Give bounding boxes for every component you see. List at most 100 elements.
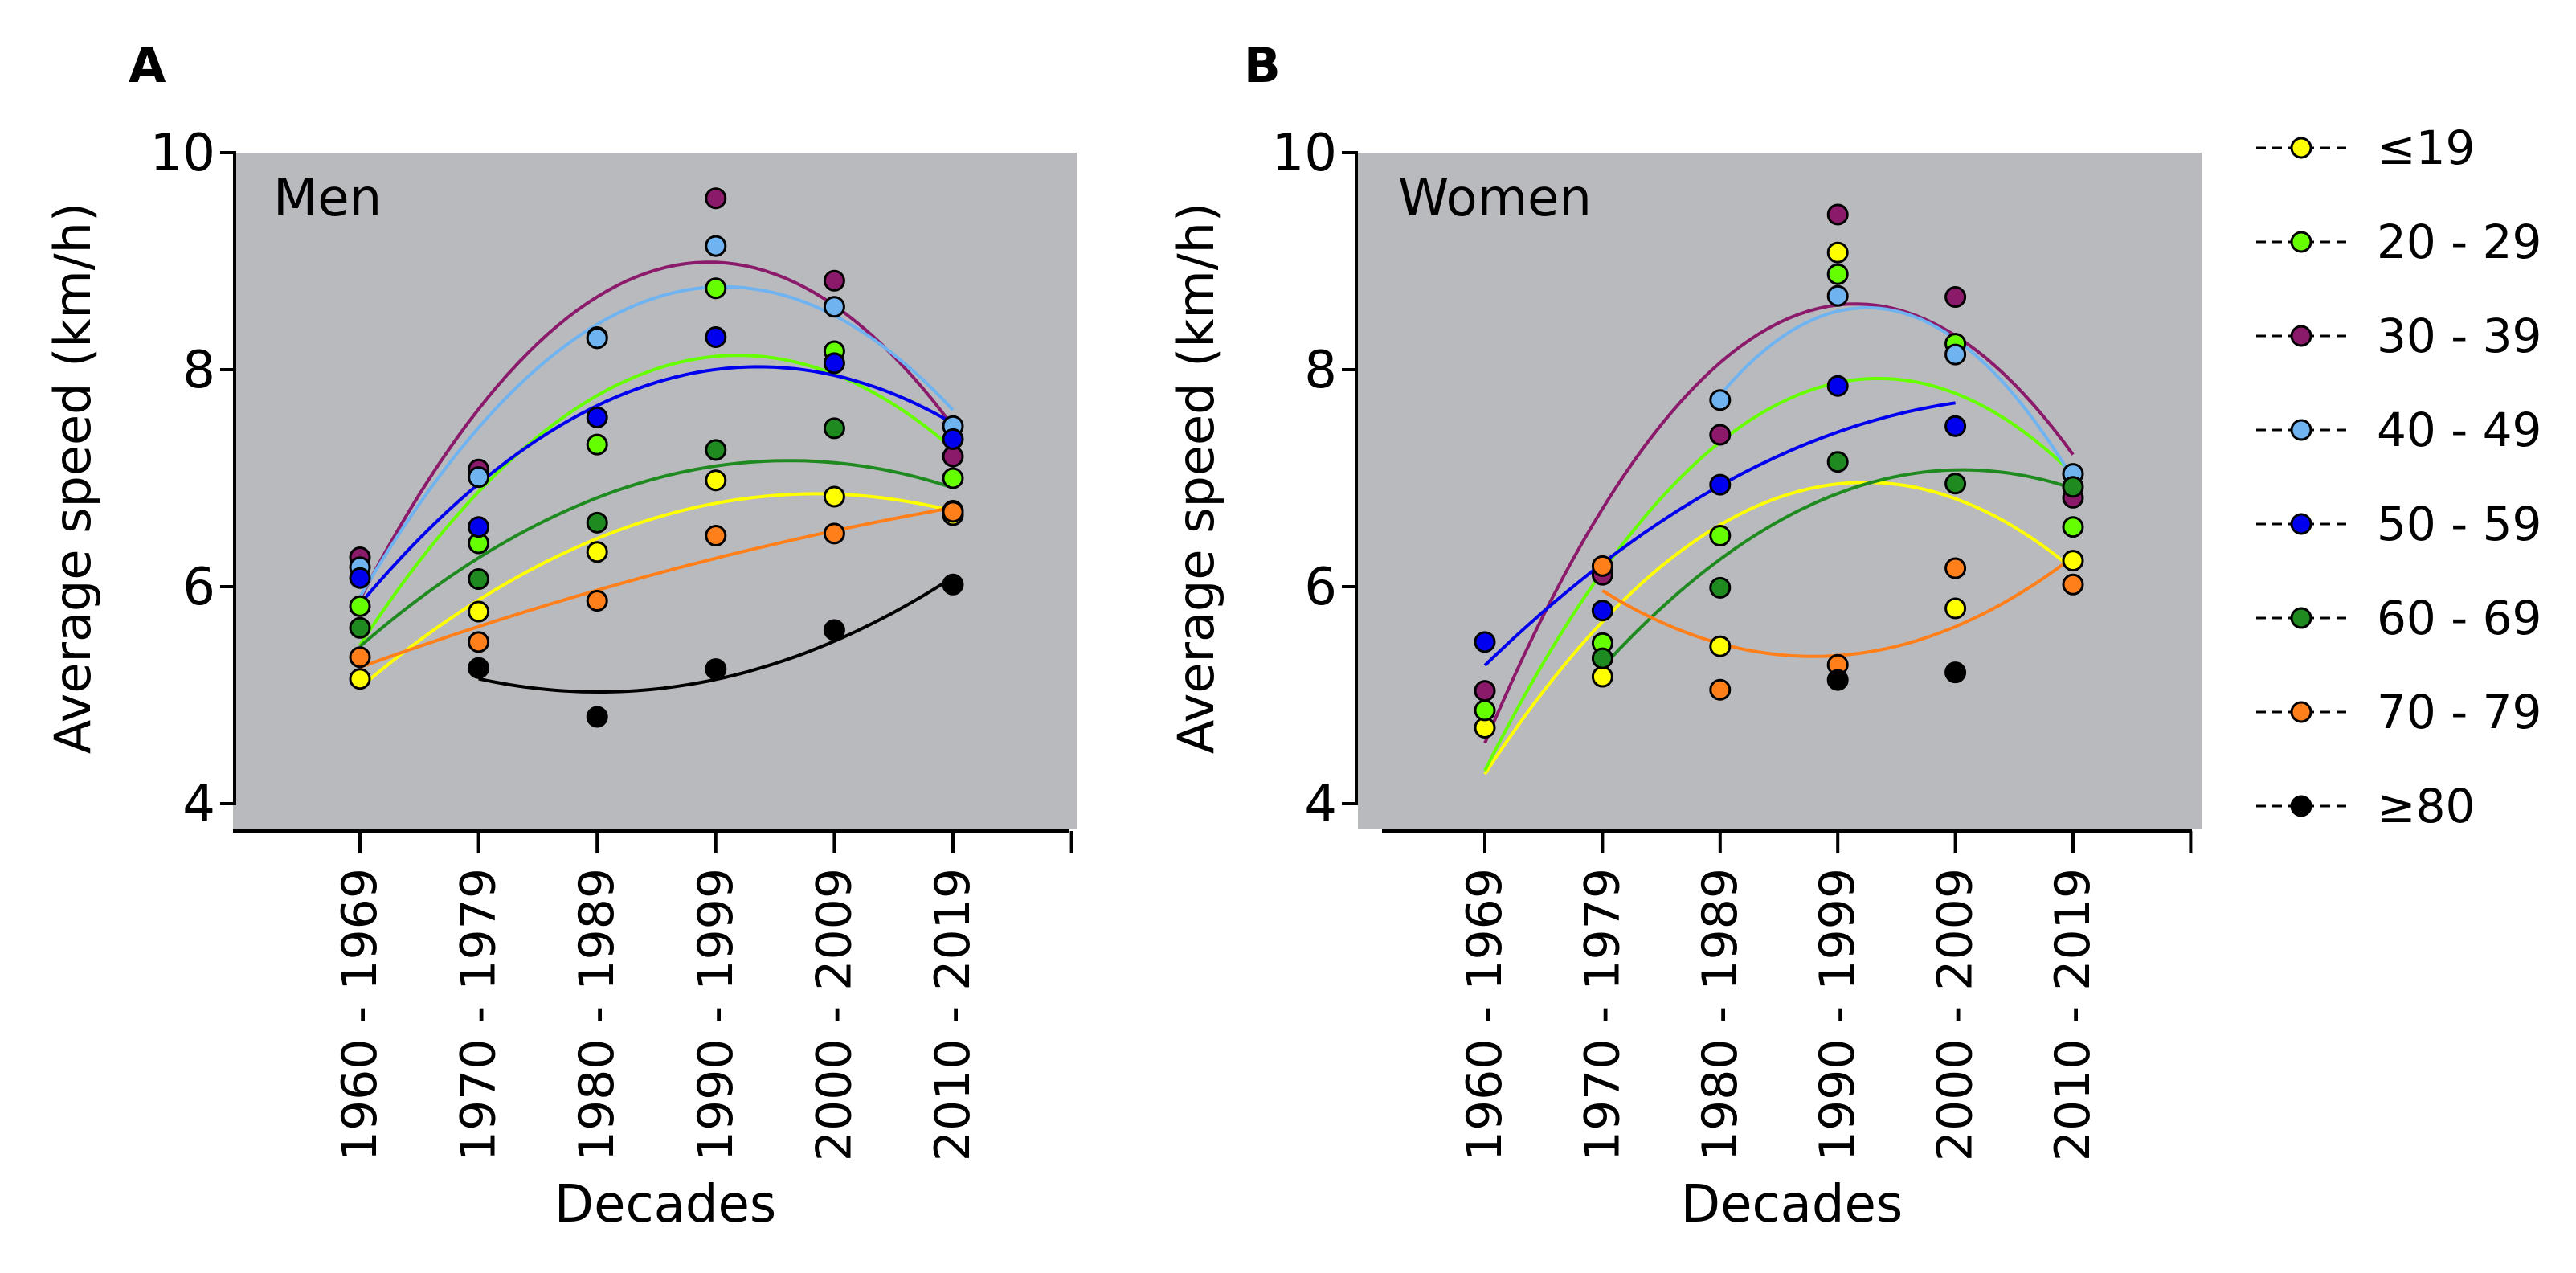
point-40to49 bbox=[1709, 389, 1732, 411]
point-50to59 bbox=[1944, 415, 1967, 437]
data-points bbox=[349, 187, 964, 728]
point-20to29 bbox=[1709, 525, 1732, 547]
point-20to29 bbox=[586, 433, 608, 456]
point-50to59 bbox=[705, 326, 727, 348]
point-30to39 bbox=[1709, 424, 1732, 446]
point-20to29 bbox=[705, 277, 727, 300]
plot-background bbox=[1358, 153, 2202, 829]
point-70to79 bbox=[2062, 573, 2084, 596]
point-40to49 bbox=[1944, 343, 1967, 366]
legend-label: ≥80 bbox=[2377, 779, 2475, 833]
point-30to39 bbox=[1474, 680, 1496, 702]
trendline-le19 bbox=[358, 492, 954, 690]
panel-annotation: Men bbox=[273, 169, 382, 228]
point-ge80 bbox=[586, 706, 608, 728]
trendlines bbox=[358, 260, 955, 694]
point-40to49 bbox=[1826, 284, 1849, 307]
panel-men: A 4 6 8 10 Average speed (km/h) 1960 - 1969 197… bbox=[43, 38, 1077, 1234]
y-tick-label: 6 bbox=[1304, 558, 1337, 617]
point-70to79 bbox=[1591, 555, 1613, 577]
point-60to69 bbox=[2062, 476, 2084, 498]
x-tick-label: 1970 - 1979 bbox=[1574, 868, 1630, 1161]
point-40to49 bbox=[586, 327, 608, 350]
point-60to69 bbox=[1591, 647, 1613, 669]
legend-label: ≤19 bbox=[2377, 121, 2475, 175]
legend: ≤19 20 - 29 30 - 39 40 - 49 50 - 59 60 - 69 70… bbox=[2256, 121, 2541, 833]
legend-label: 60 - 69 bbox=[2377, 591, 2541, 645]
point-40to49 bbox=[468, 466, 490, 489]
x-axis-title: Decades bbox=[1681, 1175, 1903, 1234]
point-50to59 bbox=[468, 516, 490, 538]
point-60to69 bbox=[349, 616, 371, 639]
point-70to79 bbox=[468, 631, 490, 653]
x-tick-label: 2010 - 2019 bbox=[2045, 868, 2101, 1161]
point-le19 bbox=[1826, 241, 1849, 264]
plot-background bbox=[233, 153, 1077, 829]
point-20to29 bbox=[2062, 516, 2084, 538]
point-ge80 bbox=[823, 619, 845, 641]
point-50to59 bbox=[1709, 473, 1732, 496]
legend-marker-ge80 bbox=[2290, 795, 2312, 817]
point-le19 bbox=[1944, 597, 1967, 620]
point-50to59 bbox=[823, 352, 845, 375]
point-le19 bbox=[705, 469, 727, 492]
point-ge80 bbox=[468, 657, 490, 679]
point-40to49 bbox=[823, 296, 845, 318]
y-axis-title: Average speed (km/h) bbox=[1167, 203, 1225, 754]
x-tick-label: 1960 - 1969 bbox=[1457, 868, 1513, 1161]
data-points bbox=[1474, 203, 2084, 739]
trendline-30to39 bbox=[1483, 302, 2075, 744]
point-le19 bbox=[823, 485, 845, 508]
x-tick-label: 2000 - 2009 bbox=[806, 868, 862, 1161]
x-tick-label: 1960 - 1969 bbox=[332, 868, 388, 1161]
point-50to59 bbox=[349, 567, 371, 589]
trendline-20to29 bbox=[1483, 376, 2075, 772]
point-ge80 bbox=[1944, 661, 1967, 684]
panel-letter: A bbox=[129, 38, 166, 94]
x-tick-label: 1980 - 1989 bbox=[1692, 868, 1748, 1161]
legend-label: 30 - 39 bbox=[2377, 309, 2541, 363]
point-70to79 bbox=[586, 590, 608, 612]
point-60to69 bbox=[1709, 576, 1732, 599]
point-60to69 bbox=[705, 439, 727, 461]
legend-label: 40 - 49 bbox=[2377, 403, 2541, 457]
legend-marker-40to49 bbox=[2290, 419, 2312, 441]
legend-marker-le19 bbox=[2290, 137, 2312, 159]
y-tick-label: 6 bbox=[182, 558, 215, 617]
legend-label: 50 - 59 bbox=[2377, 497, 2541, 551]
trendline-le19 bbox=[1483, 481, 2075, 776]
point-70to79 bbox=[349, 646, 371, 669]
panel-women: B 4 6 8 10 Average speed (km/h) 1960 - 1969 197… bbox=[1167, 38, 2202, 1234]
point-le19 bbox=[349, 668, 371, 690]
y-tick-label: 8 bbox=[1304, 341, 1337, 400]
legend-marker-70to79 bbox=[2290, 701, 2312, 723]
trendline-60to69 bbox=[1601, 468, 2074, 669]
point-40to49 bbox=[705, 235, 727, 257]
y-tick-label: 4 bbox=[1304, 775, 1337, 834]
point-le19 bbox=[1709, 635, 1732, 657]
point-le19 bbox=[1591, 665, 1613, 688]
trendline-30to39 bbox=[358, 260, 955, 600]
point-50to59 bbox=[942, 428, 964, 450]
point-ge80 bbox=[1826, 669, 1849, 691]
point-70to79 bbox=[942, 501, 964, 523]
point-le19 bbox=[586, 541, 608, 563]
point-60to69 bbox=[823, 417, 845, 440]
trendline-50to59 bbox=[358, 365, 954, 605]
trendline-40to49 bbox=[1719, 305, 2075, 480]
point-60to69 bbox=[1944, 473, 1967, 495]
legend-marker-20to29 bbox=[2290, 231, 2312, 253]
legend-marker-60to69 bbox=[2290, 607, 2312, 629]
panel-annotation: Women bbox=[1398, 169, 1592, 228]
point-20to29 bbox=[1474, 699, 1496, 722]
point-70to79 bbox=[1944, 557, 1967, 579]
trendline-60to69 bbox=[358, 459, 954, 648]
trendline-40to49 bbox=[358, 284, 955, 598]
point-70to79 bbox=[1709, 678, 1732, 701]
point-70to79 bbox=[705, 525, 727, 547]
point-60to69 bbox=[468, 568, 490, 591]
x-axis-title: Decades bbox=[554, 1175, 776, 1234]
x-tick-label: 1990 - 1999 bbox=[1809, 868, 1866, 1161]
point-20to29 bbox=[349, 595, 371, 617]
